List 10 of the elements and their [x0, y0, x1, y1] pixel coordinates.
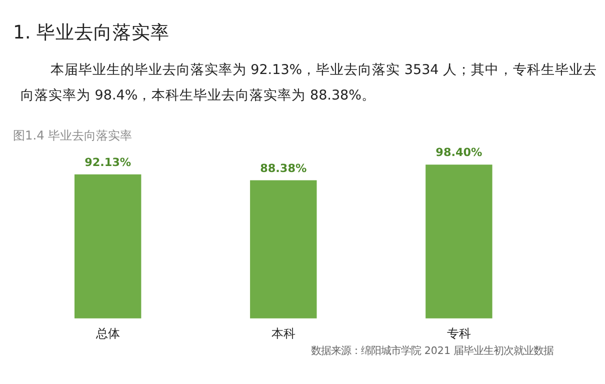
caption: 图1.4 毕业去向落实率 — [13, 128, 132, 142]
x-tick-label: 总体 — [94, 326, 120, 341]
source-note: 数据来源：绵阳城市学院 2021 届毕业生初次就业数据 — [311, 344, 554, 357]
data-label: 88.38% — [260, 162, 307, 175]
x-tick-label: 本科 — [271, 326, 296, 341]
data-label: 92.13% — [84, 156, 132, 170]
data-label: 98.40% — [436, 146, 482, 160]
x-tick-label: 专科 — [446, 326, 471, 341]
chart-subtitle: 本届毕业生的毕业去向落实率为 92.13%，毕业去向落实 3534 人；其中，专科生毕业去向落实率为 98.4%，本科生毕业去向落实率为 88.38%。 — [20, 62, 598, 104]
chart-title: 1. 毕业去向落实率 — [13, 22, 170, 44]
